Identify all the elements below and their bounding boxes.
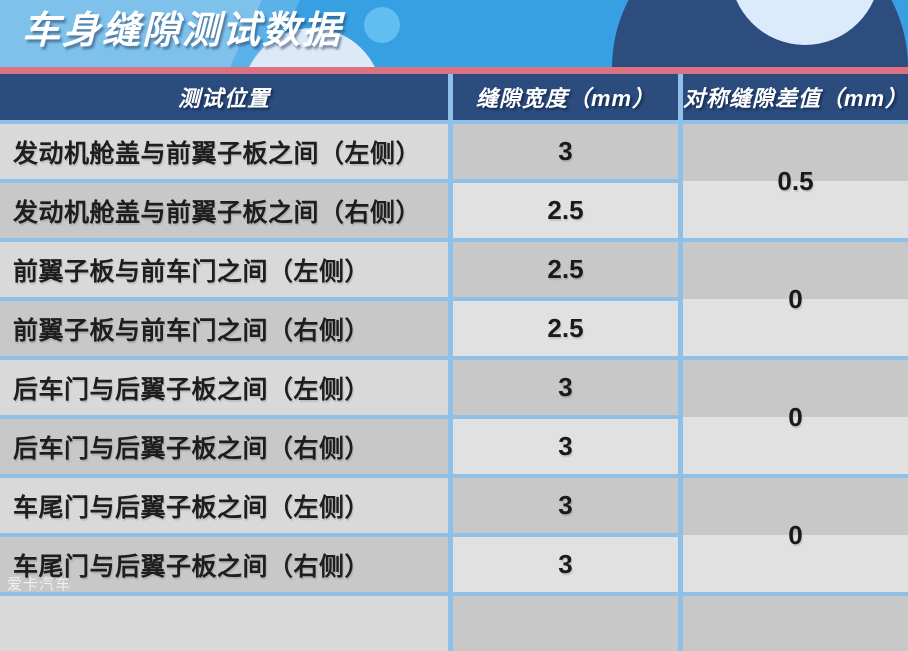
symmetric-diff-cell: 0.5 [683,124,908,238]
test-position-cell: 前翼子板与前车门之间（右侧） [0,301,448,356]
table-header-cell: 测试位置 [0,74,448,120]
gap-width-cell: 2.5 [453,242,678,297]
gap-width-cell: 3 [453,419,678,474]
page-title: 车身缝隙测试数据 [22,10,343,52]
symmetric-diff-cell: 0 [683,360,908,474]
test-position-cell: 发动机舱盖与前翼子板之间（右侧） [0,183,448,238]
table-header-cell: 缝隙宽度（mm） [453,74,678,120]
banner: 车身缝隙测试数据 [0,0,908,67]
data-table: 测试位置 缝隙宽度（mm） 对称缝隙差值（mm） 发动机舱盖与前翼子板之间（左侧） 3 0… [0,74,908,651]
test-position-cell: 车尾门与后翼子板之间（右侧） [0,537,448,592]
gap-width-cell: 3 [453,124,678,179]
small-dot-shape [364,7,400,43]
gap-width-cell: 3 [453,478,678,533]
cropped-row-cell [683,596,908,651]
test-position-cell: 后车门与后翼子板之间（右侧） [0,419,448,474]
cropped-row-cell [453,596,678,651]
pink-divider [0,67,908,74]
gap-width-cell: 2.5 [453,183,678,238]
gap-width-cell: 2.5 [453,301,678,356]
watermark: 爱卡汽车 [7,576,72,593]
cropped-row-cell [0,596,448,651]
test-position-cell: 前翼子板与前车门之间（左侧） [0,242,448,297]
symmetric-diff-cell: 0 [683,478,908,592]
test-position-cell: 发动机舱盖与前翼子板之间（左侧） [0,124,448,179]
test-position-cell: 车尾门与后翼子板之间（左侧） [0,478,448,533]
test-position-cell: 后车门与后翼子板之间（左侧） [0,360,448,415]
gap-width-cell: 3 [453,537,678,592]
table-header-cell: 对称缝隙差值（mm） [683,74,908,120]
gap-width-cell: 3 [453,360,678,415]
symmetric-diff-cell: 0 [683,242,908,356]
